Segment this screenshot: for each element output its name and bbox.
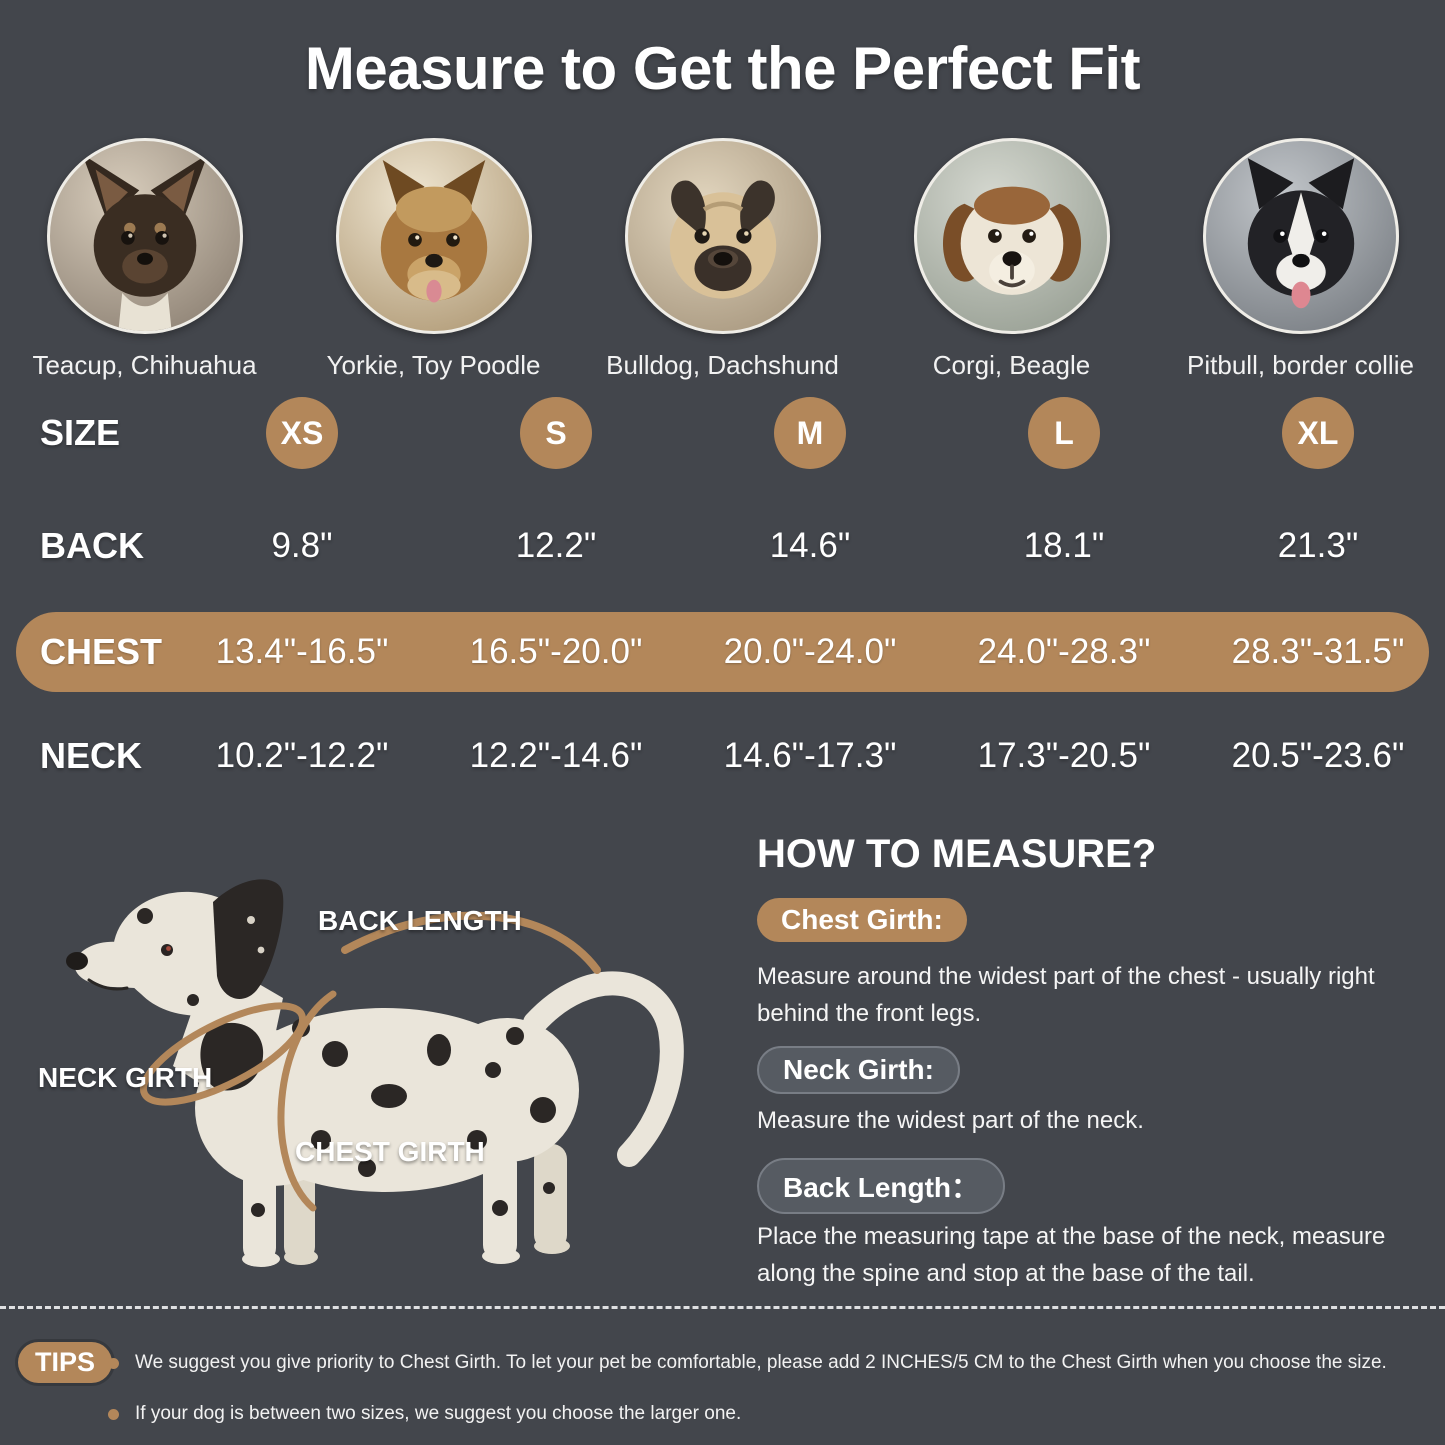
neck-girth-arc <box>139 1002 307 1106</box>
breed-label: Corgi, Beagle <box>932 350 1091 380</box>
chest-value-l: 24.0"-28.3" <box>977 632 1151 671</box>
neck-girth-description: Measure the widest part of the neck. <box>757 1107 1144 1134</box>
neck-value-s: 12.2"-14.6" <box>469 736 643 775</box>
row-label-chest: CHEST <box>40 631 163 672</box>
dog-measure-illustration <box>15 858 715 1278</box>
back-value-xl: 21.3" <box>1277 526 1359 565</box>
neck-girth-diagram-label: NECK GIRTH <box>38 1062 213 1093</box>
size-badge-xs: XS <box>266 397 338 469</box>
pug-photo-illustration <box>669 180 776 299</box>
tip-item: We suggest you give priority to Chest Gi… <box>108 1352 1387 1374</box>
bullet-dot-icon <box>108 1357 119 1369</box>
how-to-measure-heading: HOW TO MEASURE? <box>757 832 1157 876</box>
size-badge-l: L <box>1028 397 1100 469</box>
neck-value-xs: 10.2"-12.2" <box>215 736 389 775</box>
chest-girth-pill: Chest Girth: <box>757 898 967 942</box>
chest-girth-description: Measure around the widest part of the ch… <box>757 963 1375 1028</box>
dashed-divider <box>0 1306 1445 1309</box>
breed-label: Yorkie, Toy Poodle <box>326 350 541 380</box>
back-length-description: Place the measuring tape at the base of … <box>757 1223 1386 1288</box>
breed-label: Bulldog, Dachshund <box>606 350 839 380</box>
back-value-xs: 9.8" <box>271 526 333 565</box>
dalmatian-illustration <box>66 879 684 1267</box>
page-title: Measure to Get the Perfect Fit <box>304 35 1141 102</box>
row-label-size: SIZE <box>40 412 121 453</box>
chihuahua-dog-photo <box>46 138 243 334</box>
chest-value-xs: 13.4"-16.5" <box>215 632 389 671</box>
chest-highlight-band <box>16 612 1429 692</box>
neck-value-xl: 20.5"-23.6" <box>1231 736 1405 775</box>
yorkie-photo-illustration <box>380 160 487 303</box>
size-row: SIZE XS S M L XL <box>0 396 1445 470</box>
breed-cell-s: Yorkie, Toy Poodle <box>289 138 578 381</box>
breed-photo-row: Teacup, Chihuahua Yorkie, Toy Poodle <box>0 138 1445 381</box>
breed-cell-xs: Teacup, Chihuahua <box>0 138 289 381</box>
row-label-back: BACK <box>40 525 144 566</box>
bullet-dot-icon <box>108 1408 119 1420</box>
size-badge-m: M <box>774 397 846 469</box>
row-label-neck: NECK <box>40 735 143 776</box>
back-length-diagram-label: BACK LENGTH <box>318 905 522 936</box>
back-value-m: 14.6" <box>769 526 851 565</box>
chest-girth-diagram-label: CHEST GIRTH <box>295 1136 485 1167</box>
breed-label: Teacup, Chihuahua <box>32 350 257 380</box>
breed-label: Pitbull, border collie <box>1187 350 1414 380</box>
chest-value-xl: 28.3"-31.5" <box>1231 632 1405 671</box>
neck-girth-pill: Neck Girth: <box>757 1046 960 1094</box>
beagle-dog-photo <box>913 138 1110 334</box>
chest-girth-arc <box>277 990 337 1212</box>
size-badge-s: S <box>520 397 592 469</box>
chihuahua-photo-illustration <box>81 154 208 331</box>
size-badge-xl: XL <box>1282 397 1354 469</box>
chest-value-m: 20.0"-24.0" <box>723 632 897 671</box>
back-length-pill: Back Length： <box>757 1158 1006 1214</box>
breed-cell-m: Bulldog, Dachshund <box>578 138 867 381</box>
yorkie-dog-photo <box>335 138 532 334</box>
neck-value-l: 17.3"-20.5" <box>977 736 1151 775</box>
tip-text: We suggest you give priority to Chest Gi… <box>135 1352 1387 1373</box>
border-collie-dog-photo <box>1202 138 1399 334</box>
pug-dog-photo <box>624 138 821 334</box>
chest-value-s: 16.5"-20.0" <box>469 632 643 671</box>
tip-item: If your dog is between two sizes, we sug… <box>108 1403 741 1425</box>
back-row: BACK 9.8" 12.2" 14.6" 18.1" 21.3" <box>0 510 1445 582</box>
border-collie-photo-illustration <box>1247 158 1354 309</box>
back-value-l: 18.1" <box>1023 526 1105 565</box>
tip-text: If your dog is between two sizes, we sug… <box>135 1403 742 1424</box>
beagle-photo-illustration <box>942 186 1081 295</box>
back-length-arc <box>341 911 601 974</box>
breed-cell-xl: Pitbull, border collie <box>1156 138 1445 381</box>
neck-value-m: 14.6"-17.3" <box>723 736 897 775</box>
neck-row: NECK 10.2"-12.2" 12.2"-14.6" 14.6"-17.3"… <box>0 718 1445 794</box>
tips-badge: TIPS <box>18 1342 113 1383</box>
chest-row: CHEST 13.4"-16.5" 16.5"-20.0" 20.0"-24.0… <box>0 612 1445 692</box>
breed-cell-l: Corgi, Beagle <box>867 138 1156 381</box>
back-value-s: 12.2" <box>515 526 597 565</box>
